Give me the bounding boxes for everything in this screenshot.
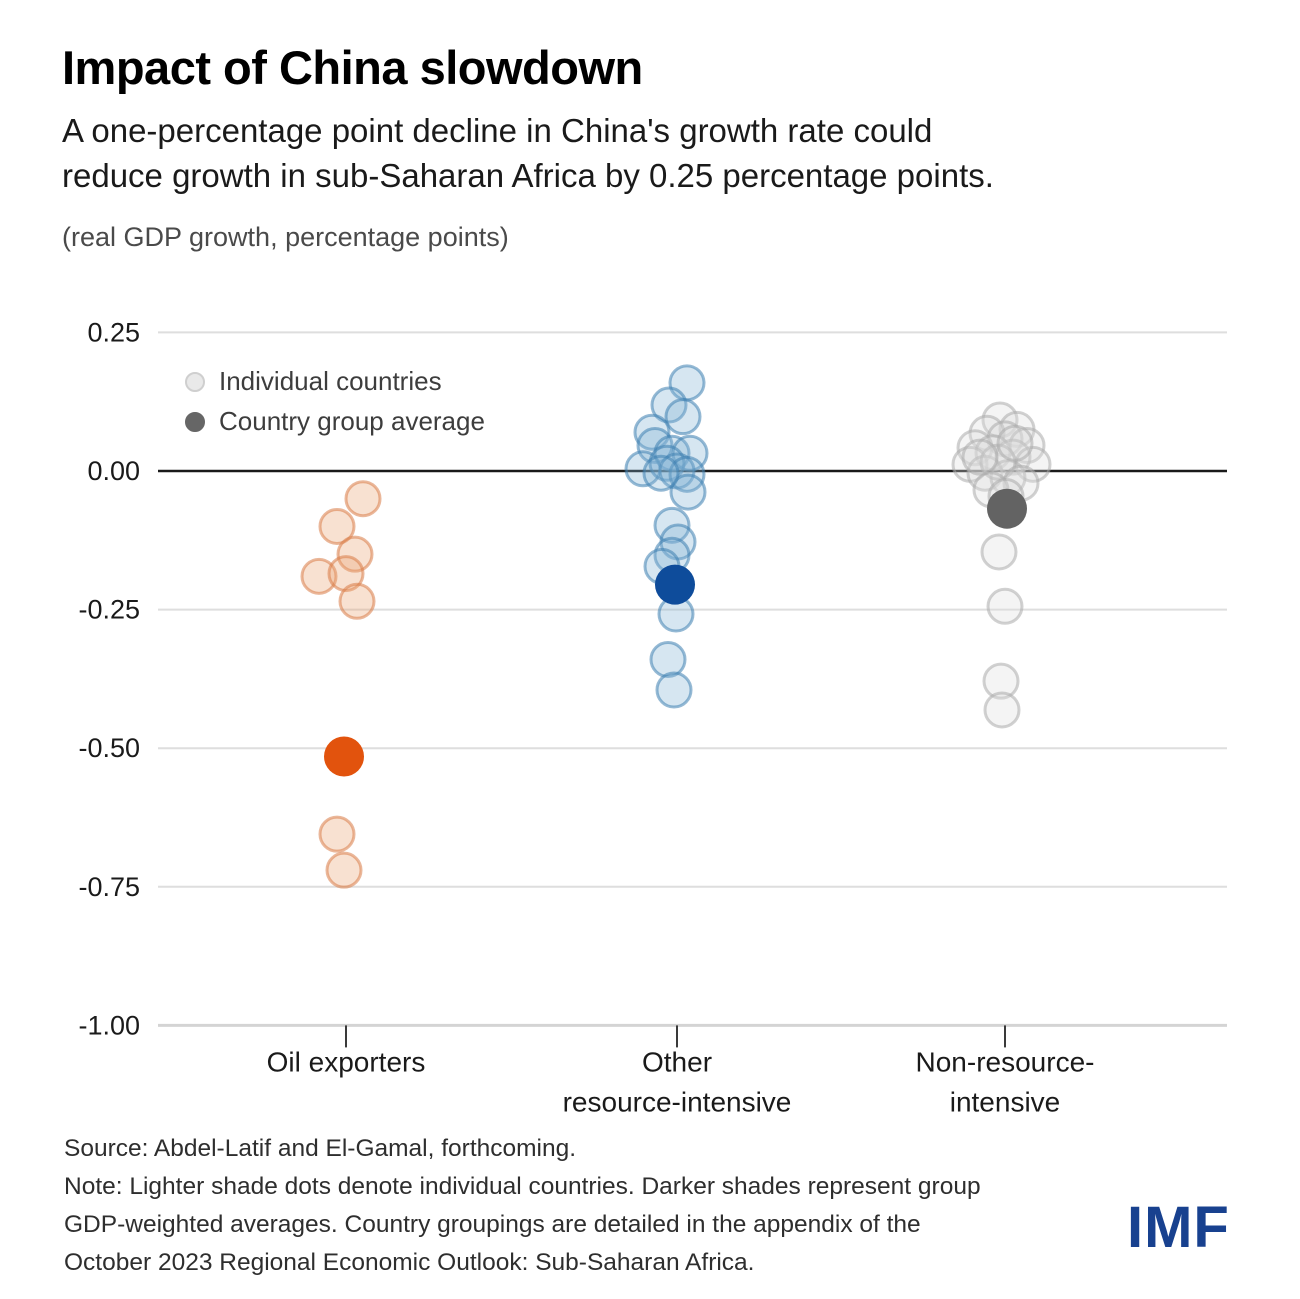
data-point [325,851,363,889]
source-note: Source: Abdel-Latif and El-Gamal, forthc… [64,1130,981,1282]
group-average-dot-icon [185,411,205,432]
category-label: Non-resource- [916,1047,1095,1078]
category-label: Other [642,1047,712,1078]
page-title: Impact of China slowdown [62,41,643,94]
data-point [980,533,1018,571]
data-point [642,454,680,492]
note-line: GDP-weighted averages. Country groupings… [64,1211,921,1238]
legend-item-average: Country group average [185,406,485,437]
data-point [300,557,338,595]
axis-units-label: (real GDP growth, percentage points) [62,222,509,252]
category-label: Oil exporters [267,1047,426,1078]
legend-item-individual: Individual countries [185,366,485,397]
data-point [982,662,1020,700]
y-tick-label: 0.25 [87,317,140,347]
average-point [324,736,364,777]
data-point [996,424,1034,462]
chart-subtitle: A one-percentage point decline in China'… [62,108,994,198]
note-line: Note: Lighter shade dots denote individu… [64,1173,981,1200]
data-point [649,640,687,678]
y-tick-label: -0.25 [78,595,140,625]
y-tick-label: -0.75 [78,872,140,902]
data-point [336,535,374,573]
data-point [986,587,1024,625]
y-tick-label: -1.00 [78,1010,140,1040]
data-point [344,480,382,518]
data-point [983,691,1021,729]
y-tick-label: 0.00 [87,456,140,486]
legend-label: Individual countries [219,366,442,396]
category-label: intensive [950,1087,1061,1118]
legend-label: Country group average [219,406,485,436]
source-line: Source: Abdel-Latif and El-Gamal, forthc… [64,1135,577,1162]
data-point [664,398,702,436]
data-point [669,473,707,511]
chart-legend: Individual countries Country group avera… [185,366,485,437]
average-point [987,488,1027,529]
data-point [318,507,356,545]
data-point [318,815,356,853]
data-point [327,555,365,593]
chart-svg: 0.25 0.00 -0.25 -0.50 -0.75 -1.00 Oil exporter… [78,317,1227,1118]
subtitle-line-1: A one-percentage point decline in China'… [62,112,933,149]
data-point [961,438,999,476]
y-tick-label: -0.50 [78,733,140,763]
data-point [338,582,376,620]
subtitle-line-2: reduce growth in sub-Saharan Africa by 0… [62,157,994,194]
average-point [655,564,695,605]
data-point [655,671,693,709]
category-label: resource-intensive [563,1087,792,1118]
note-line: October 2023 Regional Economic Outlook: … [64,1249,755,1276]
individual-countries-dot-icon [185,371,205,392]
imf-logo: IMF [1127,1195,1230,1260]
